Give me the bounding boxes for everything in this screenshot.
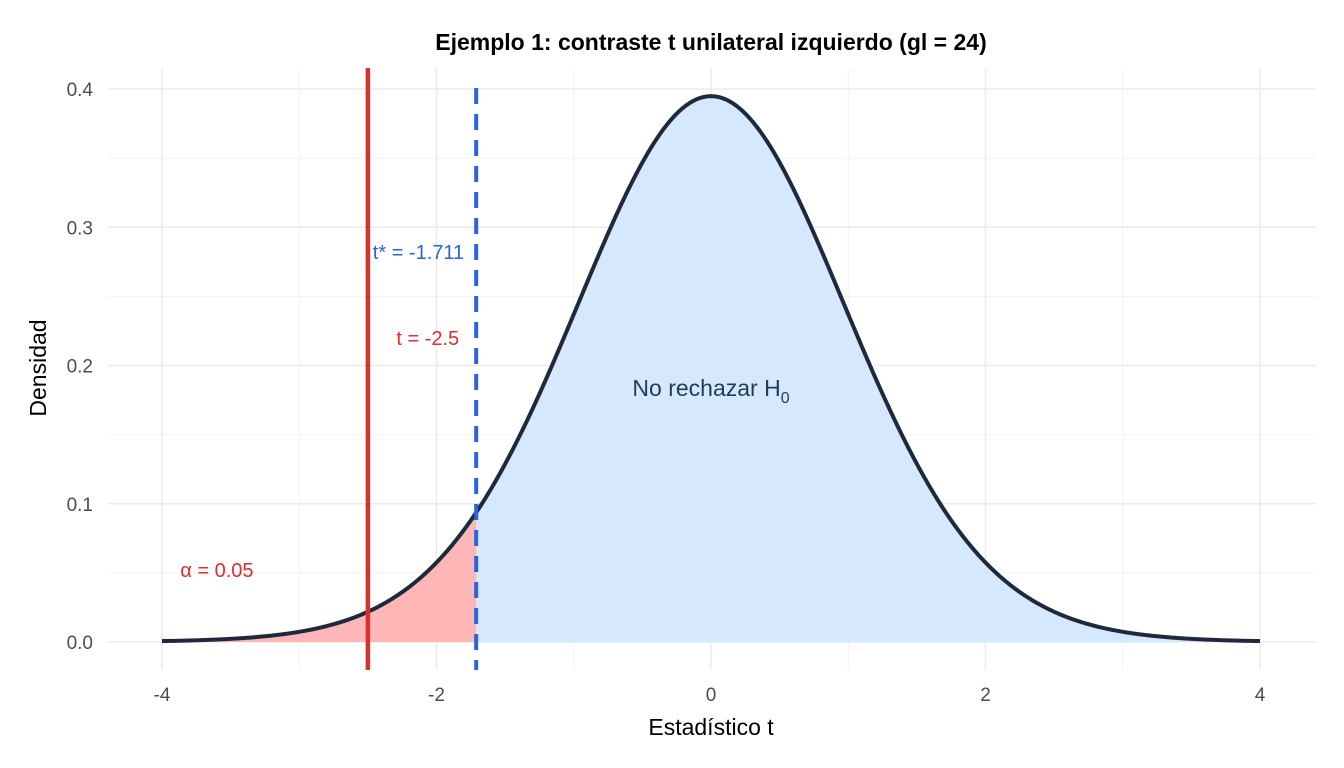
y-tick-label: 0.1 bbox=[67, 495, 93, 516]
y-tick-label: 0.0 bbox=[67, 633, 93, 654]
alpha-symbol: α bbox=[180, 560, 192, 582]
y-tick-label: 0.2 bbox=[67, 357, 93, 378]
x-tick-label: 0 bbox=[706, 685, 717, 706]
acceptance-region-label: No rechazar H0 bbox=[632, 375, 789, 407]
alpha-label: α = 0.05 bbox=[180, 560, 253, 582]
critical-value-label: t* = -1.711 bbox=[373, 242, 464, 264]
t-statistic-label: t = -2.5 bbox=[396, 328, 459, 350]
density-curve bbox=[161, 94, 1261, 644]
acceptance-label-text: No rechazar H bbox=[632, 375, 780, 401]
x-tick-label: 4 bbox=[1255, 685, 1266, 706]
acceptance-region-area bbox=[476, 96, 1260, 643]
x-tick-label: 2 bbox=[980, 685, 991, 706]
rejection-region-area bbox=[162, 512, 477, 642]
y-tick-label: 0.4 bbox=[67, 80, 94, 101]
acceptance-label-subscript: 0 bbox=[781, 390, 790, 407]
x-axis-title: Estadístico t bbox=[648, 714, 774, 740]
x-tick-label: -4 bbox=[154, 685, 171, 706]
y-axis-ticks: 0.0 0.1 0.2 0.3 0.4 bbox=[67, 80, 94, 654]
chart-title: Ejemplo 1: contraste t unilateral izquie… bbox=[435, 29, 986, 55]
y-axis-title: Densidad bbox=[25, 319, 51, 416]
x-axis-ticks: -4 -2 0 2 4 bbox=[154, 685, 1266, 706]
y-tick-label: 0.3 bbox=[67, 218, 93, 239]
alpha-value: = 0.05 bbox=[192, 560, 254, 582]
x-tick-label: -2 bbox=[428, 685, 445, 706]
